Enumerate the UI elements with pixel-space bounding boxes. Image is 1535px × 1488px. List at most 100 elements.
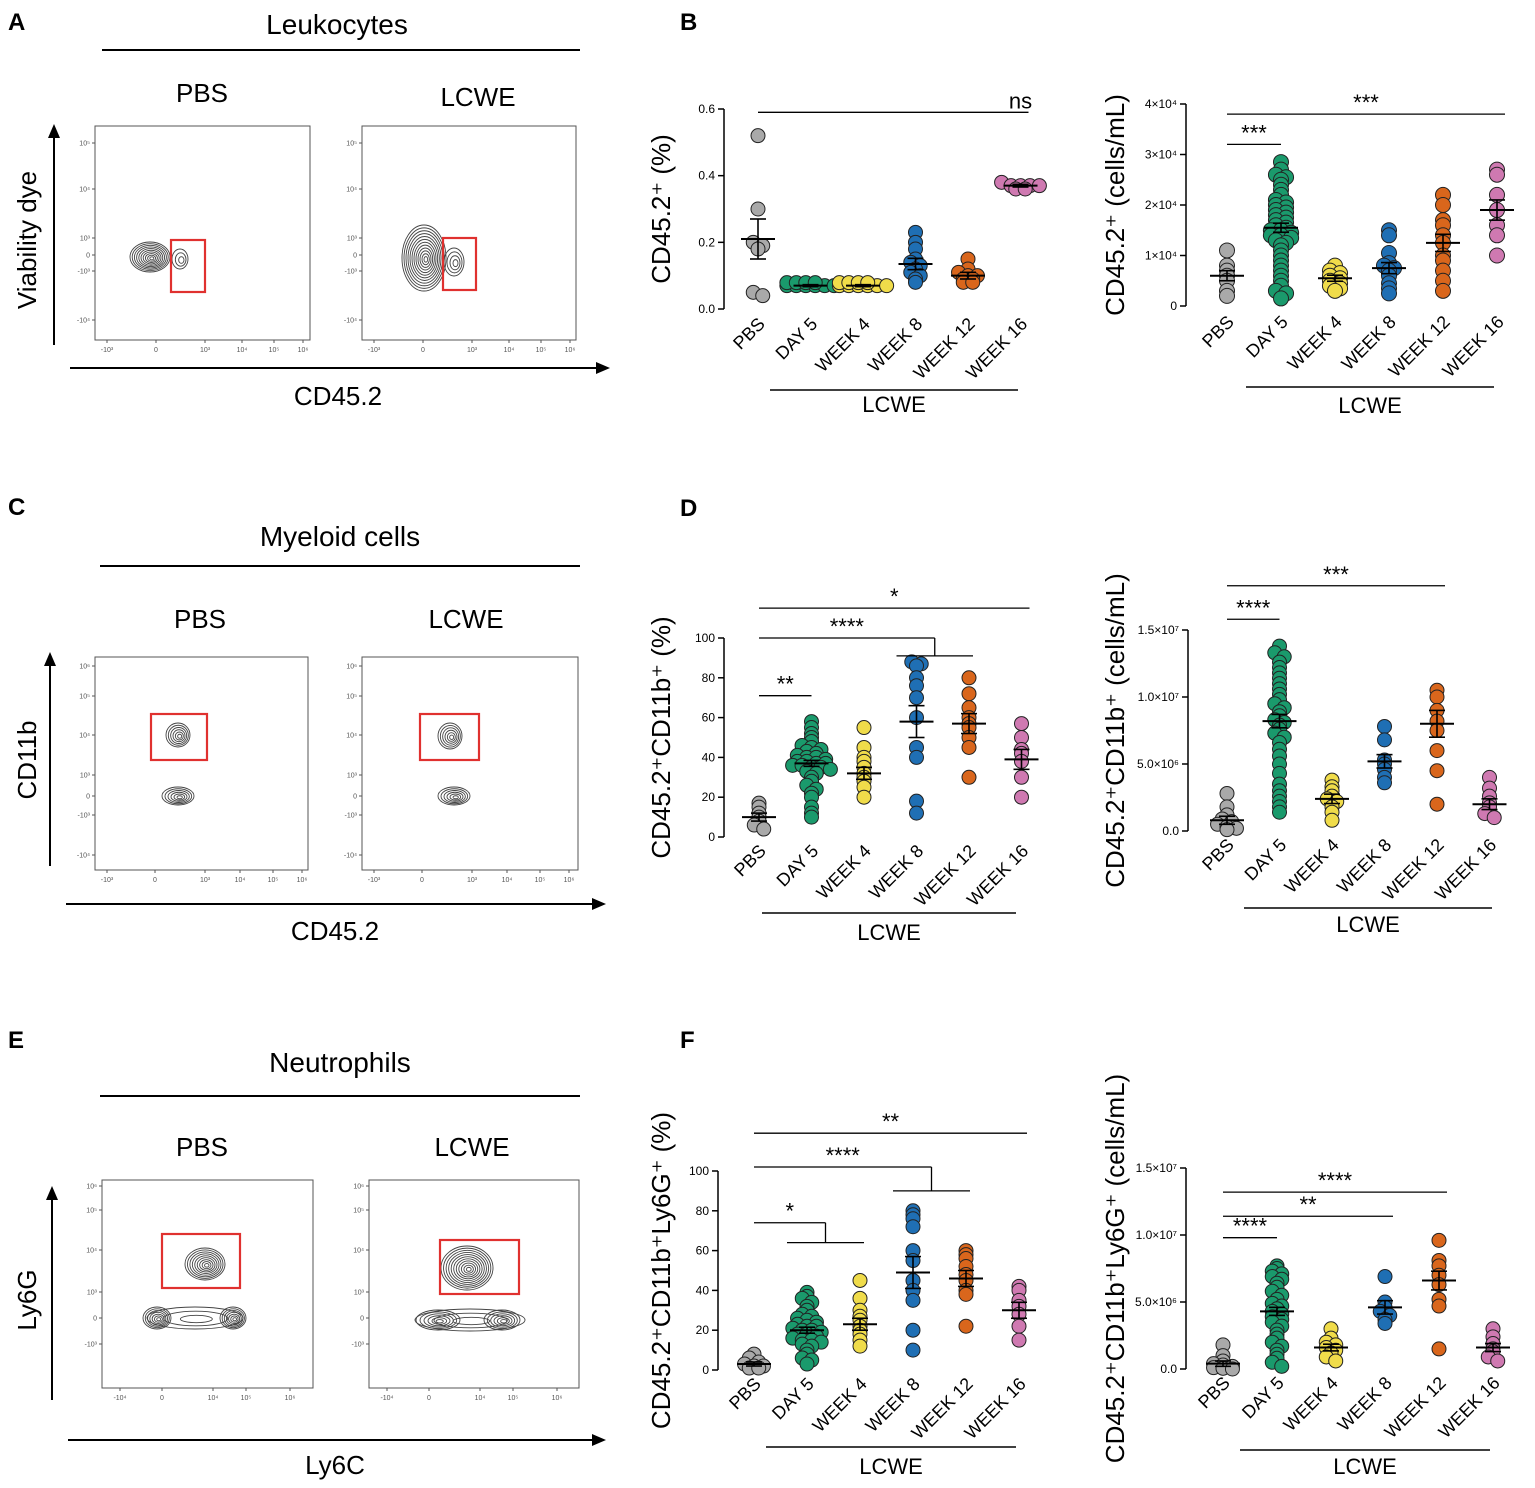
flow-x-tick-label: 0 [427, 1395, 431, 1402]
panel-letter-c: C [8, 494, 25, 521]
flow-contour [442, 727, 460, 746]
y-tick-label: 1.0×10⁷ [1136, 1228, 1177, 1242]
group-label: LCWE [1333, 1454, 1397, 1479]
flow-contour [415, 1309, 461, 1331]
panel-letter-b: B [680, 9, 697, 36]
flow-x-tick-label: 0 [154, 347, 158, 354]
data-point [1377, 732, 1392, 748]
flow-x-tick-label: 10³ [200, 347, 211, 354]
flow-contour [149, 256, 155, 261]
flow-y-tick-label: 10³ [354, 1290, 365, 1297]
flow-y-tick-label: -10⁴ [77, 318, 90, 325]
flow-x-tick-label: 10⁵ [269, 347, 280, 354]
flow-contour [446, 732, 456, 742]
flow-x-tick-label: -10⁴ [113, 1395, 126, 1402]
flow-y-tick-label: 10⁵ [353, 1208, 364, 1215]
data-point [750, 128, 766, 144]
flow-contour [445, 1249, 490, 1287]
flow-y-tick-label: 0 [353, 253, 357, 260]
significance-label: ** [882, 1109, 900, 1134]
y-tick-label: 0 [702, 1363, 709, 1377]
data-point [1014, 769, 1029, 785]
data-point [1011, 1332, 1027, 1348]
flow-x-tick-label: 10⁶ [285, 1395, 296, 1402]
x-category-label: DAY 5 [773, 841, 823, 891]
y-tick-label: 4×10⁴ [1145, 97, 1177, 111]
flow-y-tick-label: -10³ [85, 1342, 98, 1349]
data-point [958, 1318, 974, 1334]
flow-contour [500, 1319, 508, 1324]
chart-f-percent: 0 20 40 60 80 100 CD45.2⁺CD11b⁺Ly6G⁺ (%) PBS DAY… [646, 1109, 1036, 1479]
flow-contour [411, 238, 439, 279]
flow-y-tick-label: 10³ [87, 1290, 98, 1297]
x-category-label: PBS [1198, 835, 1238, 875]
flow-contour [417, 247, 434, 271]
data-point [1431, 1341, 1447, 1357]
flow-x-tick-label: -10³ [368, 877, 381, 884]
flow-contour [194, 1255, 218, 1275]
y-tick-label: 0 [1170, 299, 1177, 313]
flow-x-tick-label: 10⁵ [268, 877, 279, 884]
flow-contour [427, 1315, 451, 1327]
y-tick-label: 80 [702, 671, 716, 685]
flow-contour [228, 1313, 241, 1325]
flow-contour [419, 250, 432, 268]
data-point [961, 670, 977, 686]
y-tick-label: 20 [696, 1323, 710, 1337]
data-point [1014, 789, 1029, 805]
significance-label: *** [1353, 90, 1379, 115]
data-point [1486, 810, 1502, 826]
flow-contour [409, 236, 440, 281]
flow-contour [452, 259, 459, 268]
data-point [1381, 227, 1397, 244]
flow-contour [433, 1312, 508, 1329]
flow-y-tick-label: 10³ [347, 773, 358, 780]
data-point [750, 201, 766, 217]
flow-contour [136, 246, 166, 269]
flow-contour [170, 727, 188, 744]
chart-d-percent: 0 20 40 60 80 100 CD45.2⁺CD11b⁺ (%) PBS DAY 5WEE… [646, 584, 1039, 945]
flow-frame [361, 656, 579, 871]
flow-plot-c-pbs: 10⁶ 10⁵ 10⁴ 10³ 0 -10³ -10⁴ -10³ 0 10³ 10⁴ 10⁵ 10⁶ [77, 656, 309, 884]
flow-x-tick-label: -10⁴ [380, 1395, 393, 1402]
panel-e-ylabel: Ly6G [12, 1269, 42, 1330]
data-point [1431, 1232, 1447, 1248]
flow-contour [172, 729, 186, 743]
flow-contour [173, 793, 186, 801]
data-point [1429, 796, 1445, 812]
y-tick-label: 5.0×10⁶ [1135, 1295, 1177, 1309]
data-point [1377, 1315, 1393, 1331]
flow-x-tick-label: 10⁶ [564, 877, 575, 884]
flow-contour [413, 241, 437, 276]
data-point [1490, 1353, 1506, 1369]
flow-frame [94, 656, 309, 871]
group-label: LCWE [1338, 393, 1402, 418]
flow-y-tick-label: 10⁴ [346, 733, 357, 740]
gate-box [441, 236, 478, 292]
flow-contour [146, 1306, 244, 1330]
flow-contour [453, 1256, 483, 1282]
flow-contour [401, 224, 447, 292]
flow-y-tick-label: 10³ [80, 773, 91, 780]
y-tick-label: 80 [696, 1204, 710, 1218]
flow-y-tick-label: 10³ [80, 236, 91, 243]
flow-x-tick-label: 10⁵ [535, 877, 546, 884]
data-point [909, 749, 924, 765]
flow-contour [440, 788, 469, 805]
y-tick-label: 100 [689, 1164, 709, 1178]
flow-x-tick-label: 10⁴ [237, 347, 248, 354]
panel-letter-d: D [680, 495, 697, 522]
flow-contour [191, 1253, 220, 1276]
flow-contour [437, 786, 471, 806]
x-category-label: PBS [1198, 312, 1238, 352]
flow-x-tick-label: 10⁶ [565, 347, 576, 354]
flow-contour [460, 1262, 476, 1276]
flow-y-tick-label: -10⁴ [77, 853, 90, 860]
x-category-label: DAY 5 [768, 1374, 818, 1424]
flow-contour [458, 1260, 479, 1278]
significance-label: * [890, 584, 899, 609]
y-tick-label: 0.0 [1162, 824, 1179, 838]
data-point [807, 275, 823, 291]
chart-f-cells: 0.0 5.0×10⁶ 1.0×10⁷ 1.5×10⁷ CD45.2⁺CD11b⁺Ly6… [1100, 1074, 1510, 1479]
